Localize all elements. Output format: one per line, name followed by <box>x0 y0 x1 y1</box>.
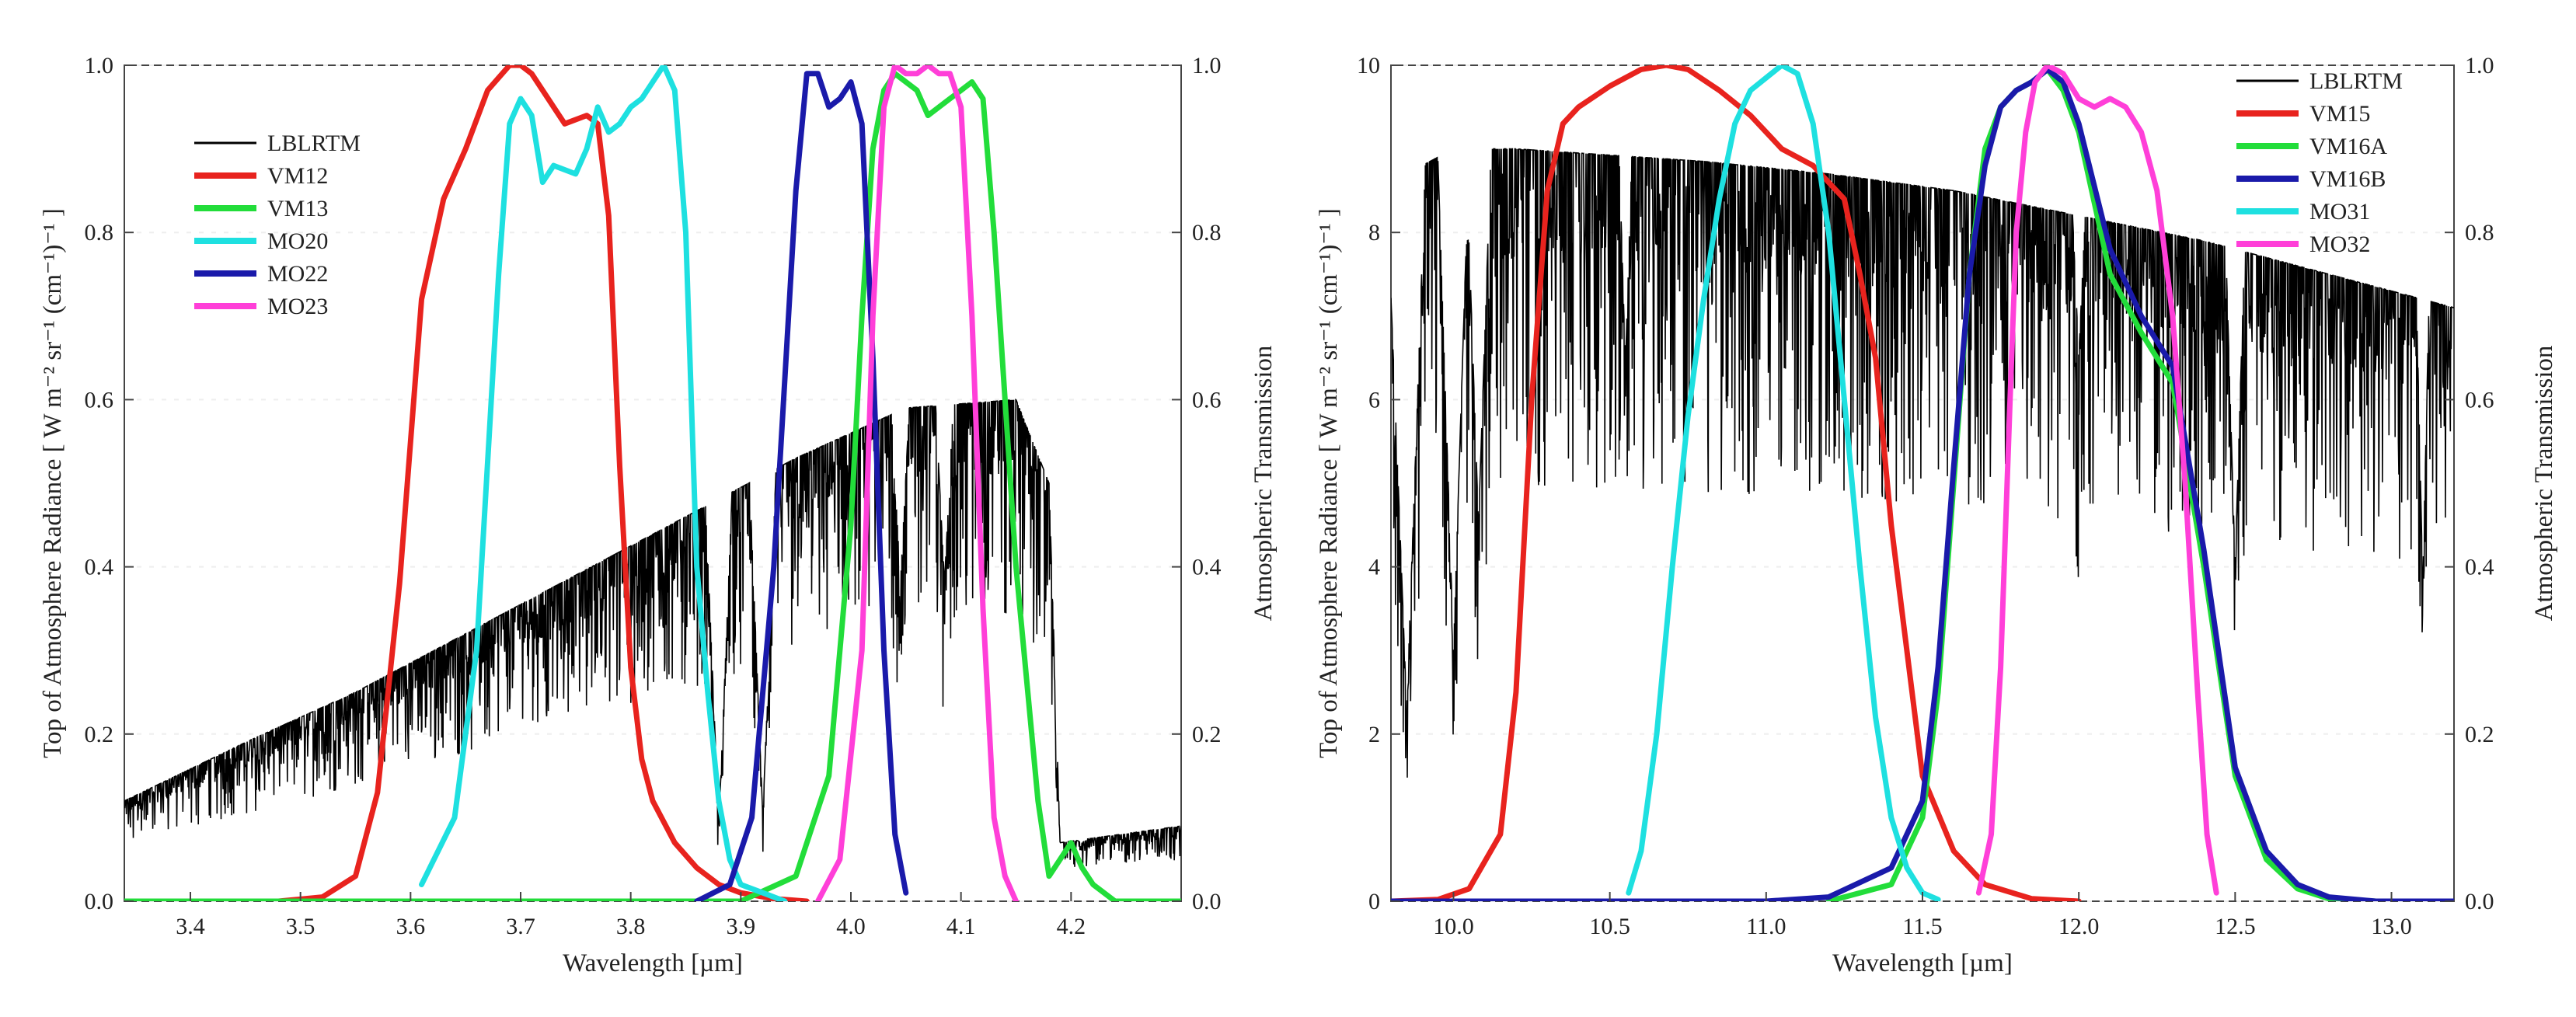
right-legend-label-lblrtm: LBLRTM <box>2309 68 2403 94</box>
left-x-tick-label: 4.2 <box>1057 914 1086 939</box>
left-y2-tick-label: 0.4 <box>1192 555 1222 580</box>
left-x-tick-label: 3.5 <box>286 914 315 939</box>
left-y-tick-label: 0.8 <box>85 220 114 246</box>
right-legend-label-mo31: MO31 <box>2309 199 2370 225</box>
left-y2-tick-label: 0.0 <box>1192 889 1222 914</box>
left-y-tick-label: 0.0 <box>85 889 114 914</box>
left-y2-axis-label: Atmospheric Transmission <box>1250 346 1278 622</box>
left-y-tick-label: 0.2 <box>85 722 114 747</box>
series-vm15 <box>1391 65 2082 901</box>
series-mo31 <box>1626 65 1941 901</box>
right-y-tick-label: 0 <box>1368 889 1380 914</box>
left-y-tick-label: 0.6 <box>85 387 114 413</box>
left-y2-tick-label: 1.0 <box>1192 53 1222 78</box>
left-x-tick-label: 3.8 <box>616 914 646 939</box>
left-legend-label-lblrtm: LBLRTM <box>267 131 361 156</box>
right-x-tick-label: 11.0 <box>1746 914 1786 939</box>
left-series-group <box>124 65 1181 901</box>
right-y2-tick-label: 0.8 <box>2465 220 2494 246</box>
right-y2-tick-label: 0.4 <box>2465 555 2494 580</box>
right-y-tick-label: 8 <box>1368 220 1380 246</box>
left-y2-tick-label: 0.2 <box>1192 722 1222 747</box>
left-y2-tick-label: 0.6 <box>1192 387 1222 413</box>
left-chart: 3.4 3.5 3.6 3.7 3.8 3.9 4.0 4.1 4.2 0.0 0.2 0.4 0.6 0… <box>39 53 1278 977</box>
right-x-axis-label: Wavelength [µm] <box>1832 949 2013 977</box>
right-y2-tick-label: 1.0 <box>2465 53 2494 78</box>
series-vm13 <box>124 71 1181 901</box>
right-legend-label-vm16b: VM16B <box>2309 166 2386 192</box>
left-y-tick-label: 0.4 <box>85 555 114 580</box>
right-legend-label-mo32: MO32 <box>2309 232 2370 257</box>
right-x-tick-label: 10.0 <box>1433 914 1474 939</box>
left-legend-label-mo22: MO22 <box>267 261 328 287</box>
series-mo32 <box>1975 65 2219 896</box>
right-y-axis-label: Top of Atmosphere Radiance [ W m⁻² sr⁻¹ … <box>1315 208 1343 758</box>
right-legend: LBLRTM VM15 VM16A VM16B MO31 MO32 <box>2236 68 2403 257</box>
left-legend-label-vm12: VM12 <box>267 163 328 189</box>
left-legend-label-mo20: MO20 <box>267 228 328 254</box>
right-y-tick-label: 2 <box>1368 722 1380 747</box>
left-x-tick-label: 3.7 <box>506 914 535 939</box>
left-y-axis-label: Top of Atmosphere Radiance [ W m⁻² sr⁻¹ … <box>39 208 67 758</box>
left-legend: LBLRTM VM12 VM13 MO20 MO22 MO23 <box>194 131 361 319</box>
series-mo20 <box>419 65 788 901</box>
series-lblrtm-left <box>124 398 1181 867</box>
right-x-tick-label: 11.5 <box>1902 914 1942 939</box>
left-series-clip <box>124 65 1181 901</box>
right-x-tick-label: 12.0 <box>2058 914 2100 939</box>
left-x-tick-label: 3.6 <box>396 914 426 939</box>
right-y2-tick-label: 0.6 <box>2465 387 2494 413</box>
left-x-tick-label: 4.0 <box>836 914 866 939</box>
right-y2-tick-label: 0.0 <box>2465 889 2494 914</box>
left-legend-label-mo23: MO23 <box>267 294 328 319</box>
right-series-group <box>1391 65 2454 901</box>
right-chart: 10.0 10.5 11.0 11.5 12.0 12.5 13.0 0 2 4 6 8 10 0.0 0.… <box>1315 53 2558 977</box>
right-y-tick-label: 10 <box>1357 53 1380 78</box>
right-y-tick-label: 6 <box>1368 387 1380 413</box>
left-x-tick-label: 3.4 <box>176 914 205 939</box>
right-y2-tick-label: 0.2 <box>2465 722 2494 747</box>
right-x-tick-label: 13.0 <box>2371 914 2412 939</box>
right-axis-ticks: 10.0 10.5 11.0 11.5 12.0 12.5 13.0 0 2 4 6 8 10 0.0 0.… <box>1357 53 2494 939</box>
right-x-tick-label: 10.5 <box>1589 914 1630 939</box>
series-vm12 <box>275 65 810 901</box>
right-series-clip <box>1391 65 2454 901</box>
left-legend-label-vm13: VM13 <box>267 196 328 221</box>
series-mo23 <box>815 65 1019 901</box>
left-y-tick-label: 1.0 <box>85 53 114 78</box>
left-axis-ticks: 3.4 3.5 3.6 3.7 3.8 3.9 4.0 4.1 4.2 0.0 0.2 0.4 0.6 0… <box>85 53 1222 939</box>
left-x-axis-label: Wavelength [µm] <box>563 949 743 977</box>
left-y2-tick-label: 0.8 <box>1192 220 1222 246</box>
right-y-tick-label: 4 <box>1368 555 1380 580</box>
left-x-tick-label: 3.9 <box>727 914 756 939</box>
series-mo22 <box>694 71 909 901</box>
left-x-tick-label: 4.1 <box>946 914 976 939</box>
series-lblrtm-right <box>1391 148 2454 778</box>
right-y2-axis-label: Atmospheric Transmission <box>2530 346 2558 622</box>
right-legend-label-vm16a: VM16A <box>2309 134 2387 159</box>
right-x-tick-label: 12.5 <box>2215 914 2256 939</box>
right-legend-label-vm15: VM15 <box>2309 101 2370 127</box>
